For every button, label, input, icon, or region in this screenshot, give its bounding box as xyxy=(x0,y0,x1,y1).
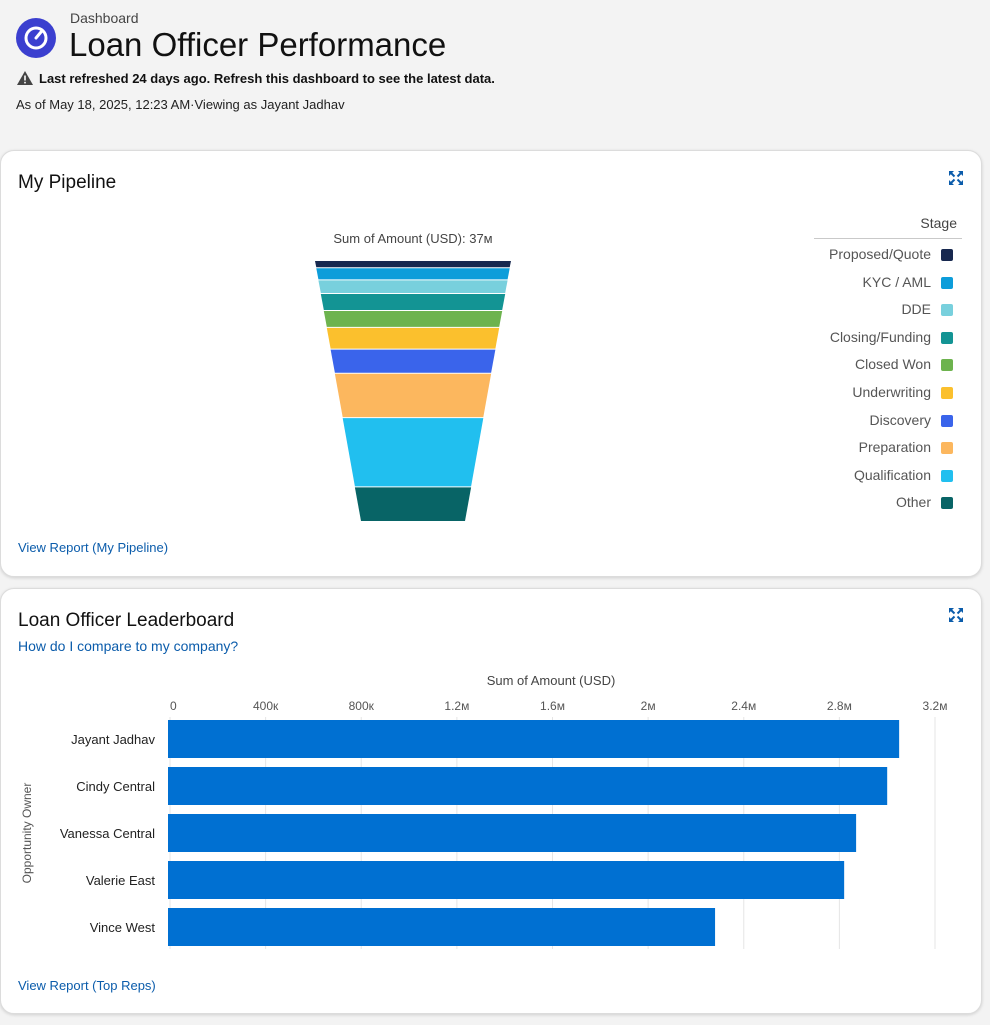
compare-company-link[interactable]: How do I compare to my company? xyxy=(18,638,239,654)
legend-item[interactable]: Qualification xyxy=(761,467,957,485)
funnel-segment-underwriting[interactable] xyxy=(326,327,500,349)
legend-item-label: DDE xyxy=(901,301,931,318)
legend-item-label: Closing/Funding xyxy=(829,328,931,345)
warning-icon xyxy=(17,71,33,85)
x-tick-label: 2.4м xyxy=(731,699,756,713)
legend-swatch xyxy=(941,249,953,261)
x-tick-label: 1.2м xyxy=(444,699,469,713)
x-tick-label: 2.8м xyxy=(827,699,852,713)
legend-item[interactable]: KYC / AML xyxy=(761,274,957,292)
bar-vince-west[interactable] xyxy=(168,908,716,946)
bar-jayant-jadhav[interactable] xyxy=(168,720,900,758)
category-label: Vanessa Central xyxy=(60,826,155,841)
funnel-segment-discovery[interactable] xyxy=(330,349,496,373)
bar-chart-title: Sum of Amount (USD) xyxy=(487,673,616,688)
legend-item[interactable]: Discovery xyxy=(761,412,957,430)
x-tick-label: 1.6м xyxy=(540,699,565,713)
legend-item-label: Proposed/Quote xyxy=(829,246,931,262)
category-label: Cindy Central xyxy=(76,779,155,794)
legend-divider xyxy=(814,238,962,239)
breadcrumb[interactable]: Dashboard xyxy=(70,10,139,26)
leaderboard-bar-chart: Sum of Amount (USD) Opportunity Owner 0 4… xyxy=(20,673,948,949)
leaderboard-card: Loan Officer Leaderboard How do I compar… xyxy=(0,588,982,1014)
legend-item[interactable]: Closing/Funding xyxy=(761,329,957,347)
legend-swatch xyxy=(941,469,953,482)
x-tick-label: 2м xyxy=(641,699,656,713)
view-report-pipeline-link[interactable]: View Report (My Pipeline) xyxy=(18,540,169,555)
legend-item-label: Preparation xyxy=(858,439,931,456)
funnel-chart-title: Sum of Amount (USD): 37м xyxy=(333,231,492,246)
bar-valerie-east[interactable] xyxy=(168,861,845,899)
expand-icon[interactable] xyxy=(947,169,965,187)
bar-chart-y-axis-label: Opportunity Owner xyxy=(20,783,34,884)
funnel-segment-preparation[interactable] xyxy=(334,373,492,418)
legend-item[interactable]: Closed Won xyxy=(761,356,957,374)
leaderboard-card-title: Loan Officer Leaderboard xyxy=(18,610,235,631)
dashboard-app-icon xyxy=(16,18,56,58)
legend-swatch xyxy=(941,304,953,317)
funnel-segment-qualification[interactable] xyxy=(342,418,484,487)
funnel-segment-other[interactable] xyxy=(354,487,472,521)
pipeline-funnel-chart: Sum of Amount (USD): 37м xyxy=(315,231,511,521)
category-label: Valerie East xyxy=(86,873,156,888)
funnel-segment-proposed-quote[interactable] xyxy=(315,261,511,268)
x-tick-label: 800к xyxy=(349,699,375,713)
as-of-text: As of May 18, 2025, 12:23 AM·Viewing as … xyxy=(16,97,345,112)
legend-item[interactable]: Other xyxy=(761,494,957,512)
legend-item-label: Underwriting xyxy=(852,384,931,400)
legend-swatch xyxy=(941,442,953,455)
legend-swatch xyxy=(941,359,953,372)
x-tick-label: 400к xyxy=(253,699,279,713)
legend-swatch xyxy=(941,331,953,344)
legend-item-label: Closed Won xyxy=(854,356,931,373)
legend-swatch xyxy=(941,387,953,399)
warning-text: Last refreshed 24 days ago. Refresh this… xyxy=(39,70,495,86)
category-label: Jayant Jadhav xyxy=(71,732,155,747)
funnel-segment-dde[interactable] xyxy=(318,280,508,294)
legend-item[interactable]: Preparation xyxy=(761,439,957,457)
legend-title: Stage xyxy=(920,215,957,231)
bar-cindy-central[interactable] xyxy=(168,767,888,805)
x-tick-label: 3.2м xyxy=(923,699,948,713)
bar-vanessa-central[interactable] xyxy=(168,814,857,852)
legend-swatch xyxy=(941,276,953,289)
legend-item-label: Qualification xyxy=(853,466,931,483)
legend-item-label: Discovery xyxy=(869,411,931,428)
refresh-warning: Last refreshed 24 days ago. Refresh this… xyxy=(16,70,495,86)
funnel-segment-closing-funding[interactable] xyxy=(320,294,506,310)
legend-swatch xyxy=(941,497,953,510)
pipeline-card-title: My Pipeline xyxy=(18,172,117,193)
legend-item[interactable]: Proposed/Quote xyxy=(761,246,957,264)
legend-item-label: KYC / AML xyxy=(862,273,931,290)
funnel-segment-kyc-aml[interactable] xyxy=(316,268,510,280)
expand-icon[interactable] xyxy=(947,606,965,624)
legend-item[interactable]: Underwriting xyxy=(761,384,957,402)
view-report-top-reps-link[interactable]: View Report (Top Reps) xyxy=(18,978,156,993)
legend-item-label: Other xyxy=(895,494,931,511)
dashboard-header: Dashboard Loan Officer Performance Last … xyxy=(0,0,990,130)
legend-item[interactable]: DDE xyxy=(761,301,957,319)
category-label: Vince West xyxy=(90,920,156,935)
pipeline-card: My Pipeline Sum of Amount (USD): 37м Sta… xyxy=(0,150,982,577)
page-title: Loan Officer Performance xyxy=(69,26,447,63)
funnel-segment-closed-won[interactable] xyxy=(323,310,503,327)
legend-swatch xyxy=(941,414,953,427)
x-tick-label: 0 xyxy=(170,699,177,713)
